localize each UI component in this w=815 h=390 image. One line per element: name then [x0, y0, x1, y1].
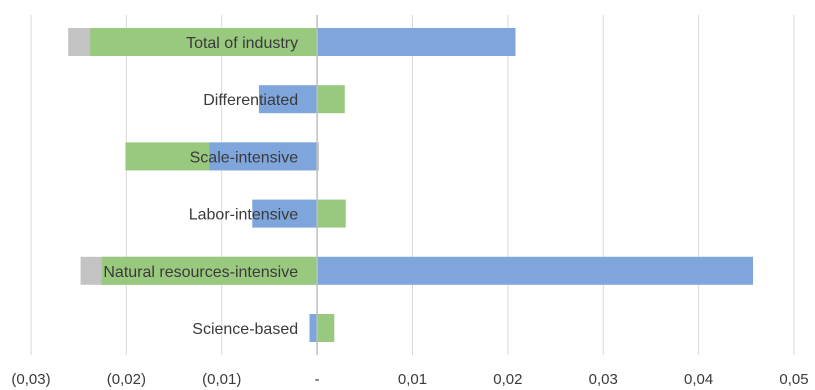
bar-series1-2: [209, 142, 318, 171]
bar-series1-5: [309, 314, 318, 342]
x-tick-labels: (0,03) (0,02) (0,01) - 0,01 0,02 0,03 0,04 0,05: [11, 371, 808, 388]
x-tick-label: 0,03: [589, 371, 618, 388]
bar-series3-2: [317, 142, 320, 171]
category-label: Total of industry: [186, 35, 298, 52]
x-tick-label: 0,04: [684, 371, 713, 388]
category-label: Labor-intensive: [189, 207, 299, 224]
x-tick-label: 0,01: [398, 371, 427, 388]
category-label: Scale-intensive: [190, 149, 299, 166]
bar-series1-4: [317, 256, 753, 285]
x-tick-label: 0,05: [779, 371, 808, 388]
bar-series1-1: [258, 85, 318, 114]
category-label: Natural resources-intensive: [103, 264, 298, 281]
x-tick-label: 0,02: [493, 371, 522, 388]
x-tick-label: -: [315, 371, 320, 388]
category-labels: Total of industry Differentiated Scale-int…: [103, 35, 298, 338]
bar-series2-0: [90, 28, 318, 56]
bar-series1-3: [252, 199, 318, 228]
category-label: Differentiated: [203, 92, 298, 109]
category-label: Science-based: [192, 321, 298, 338]
bar-series2-3: [317, 199, 346, 228]
x-tick-label: (0,03): [11, 371, 50, 388]
gridlines: [30, 15, 795, 355]
bar-series2-5: [317, 314, 335, 342]
bar-series2-4: [101, 256, 318, 285]
bars: [68, 28, 753, 342]
x-tick-label: (0,01): [202, 371, 241, 388]
bar-series2-1: [317, 85, 345, 114]
bar-series1-0: [317, 28, 516, 56]
x-tick-label: (0,02): [107, 371, 146, 388]
